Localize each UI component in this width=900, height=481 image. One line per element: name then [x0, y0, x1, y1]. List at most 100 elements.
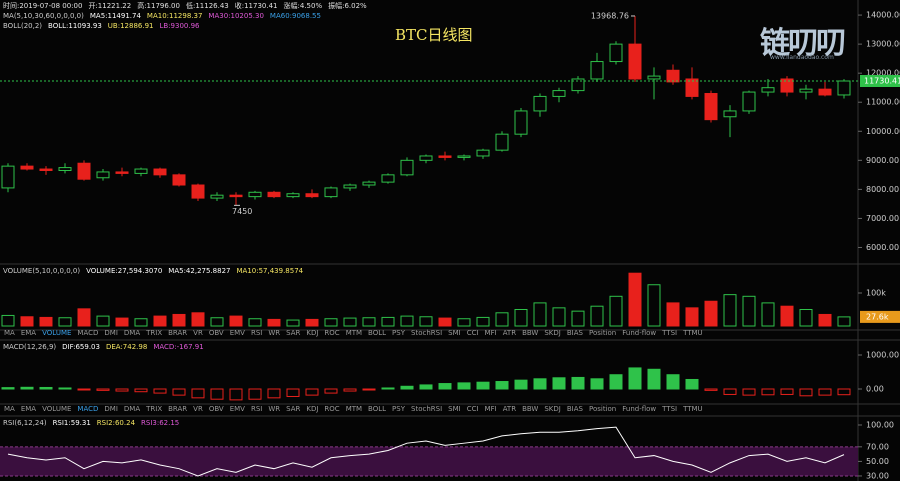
candle-body [476, 149, 490, 157]
indicator-tab[interactable]: StochRSI [411, 329, 443, 337]
legend-entry: RSI1:59.31 [52, 419, 91, 427]
indicator-tab[interactable]: TTMU [683, 405, 703, 413]
indicator-tab[interactable]: SKDJ [544, 329, 561, 337]
candle-body [39, 168, 53, 171]
logo-url: www.liandaodao.com [770, 54, 834, 61]
indicator-tab[interactable]: EMA [20, 405, 37, 413]
bar [742, 388, 756, 396]
indicator-tab[interactable]: MACD [77, 329, 99, 337]
header-field: 开:11221.22 [88, 2, 132, 10]
bar [704, 388, 718, 391]
indicator-tab[interactable]: BRAR [168, 405, 188, 413]
bar [571, 310, 585, 327]
indicator-tab[interactable]: CCI [466, 405, 479, 413]
legend-entry: BOLL:11093.93 [48, 22, 102, 30]
indicator-tab[interactable]: MFI [484, 329, 497, 337]
legend-entry: MA(5,10,30,60,0,0,0,0) [3, 12, 84, 20]
legend-entry: MA5:11491.74 [89, 12, 141, 20]
bar [780, 305, 794, 327]
indicator-tab[interactable]: BIAS [566, 329, 583, 337]
indicator-legend: VOLUME(5,10,0,0,0,0) VOLUME:27,594.3070 MA… [3, 266, 303, 276]
bar [58, 317, 72, 327]
indicator-tab[interactable]: OBV [208, 329, 224, 337]
bar [438, 383, 452, 390]
indicator-tab[interactable]: MA [4, 329, 15, 337]
indicator-tab[interactable]: VR [193, 405, 203, 413]
indicator-tab[interactable]: DMI [104, 405, 118, 413]
bar [628, 367, 642, 390]
indicator-tab[interactable]: PSY [392, 329, 405, 337]
indicator-tab[interactable]: TRIX [146, 405, 163, 413]
indicator-legend: RSI(6,12,24) RSI1:59.31 RSI2:60.24 RSI3:62.… [3, 418, 179, 428]
indicator-tab[interactable]: Position [588, 329, 617, 337]
indicator-tab[interactable]: DMI [104, 329, 118, 337]
indicator-tab[interactable]: DMA [123, 329, 141, 337]
candle-body [134, 168, 148, 174]
bar [400, 385, 414, 390]
candle-body [818, 88, 832, 96]
indicator-tab[interactable]: ATR [502, 329, 517, 337]
indicator-tab[interactable]: BBW [522, 329, 539, 337]
indicator-tab[interactable]: RSI [250, 405, 263, 413]
bar [172, 313, 186, 327]
y-tick-label: 70.00 [866, 442, 889, 451]
bar [305, 388, 319, 396]
indicator-tab[interactable]: DMA [123, 405, 141, 413]
indicator-tab[interactable]: ROC [324, 329, 340, 337]
candle-body [742, 91, 756, 112]
legend-entry: MA10:11298.37 [146, 12, 203, 20]
indicator-tab[interactable]: VOLUME [42, 405, 72, 413]
indicator-tab[interactable]: MACD [77, 405, 99, 413]
indicator-tab[interactable]: KDJ [306, 405, 319, 413]
bar [1, 387, 15, 390]
indicator-tab[interactable]: TTSI [662, 329, 678, 337]
indicator-tab[interactable]: CCI [466, 329, 479, 337]
indicator-tab[interactable]: VOLUME [42, 329, 72, 337]
bar [96, 315, 110, 327]
indicator-tab[interactable]: MTM [345, 329, 363, 337]
indicator-tab[interactable]: EMV [229, 405, 245, 413]
indicator-tab[interactable]: BBW [522, 405, 539, 413]
indicator-tab[interactable]: Fund-flow [622, 329, 657, 337]
legend-entry: RSI3:62.15 [141, 419, 180, 427]
legend-entry: VOLUME:27,594.3070 [86, 267, 163, 275]
indicator-tab[interactable]: BOLL [368, 329, 387, 337]
indicator-tab[interactable]: BRAR [168, 329, 188, 337]
indicator-tab[interactable]: MA [4, 405, 15, 413]
indicator-tab[interactable]: WR [268, 329, 281, 337]
indicator-tab[interactable]: Fund-flow [622, 405, 657, 413]
bar [495, 381, 509, 390]
header-field: 收:11730.41 [234, 2, 278, 10]
indicator-tab[interactable]: VR [193, 329, 203, 337]
indicator-tab[interactable]: SMI [448, 405, 461, 413]
indicator-tab[interactable]: OBV [208, 405, 224, 413]
indicator-tab[interactable]: TTMU [683, 329, 703, 337]
indicator-tab[interactable]: Position [588, 405, 617, 413]
indicator-tab[interactable]: WR [268, 405, 281, 413]
candle-body [723, 110, 737, 118]
indicator-tab[interactable]: MFI [484, 405, 497, 413]
indicator-tab[interactable]: StochRSI [411, 405, 443, 413]
indicator-tab[interactable]: EMA [20, 329, 37, 337]
indicator-tab[interactable]: BOLL [368, 405, 387, 413]
indicator-tab[interactable]: BIAS [566, 405, 583, 413]
indicator-tab[interactable]: KDJ [306, 329, 319, 337]
bar [647, 368, 661, 390]
indicator-tab[interactable]: RSI [250, 329, 263, 337]
bar [628, 272, 642, 327]
indicator-tab[interactable]: SMI [448, 329, 461, 337]
indicator-tab[interactable]: ATR [502, 405, 517, 413]
bar [438, 317, 452, 327]
candle-body [609, 43, 623, 63]
bar [837, 388, 851, 396]
indicator-tab[interactable]: TRIX [146, 329, 163, 337]
indicator-tab[interactable]: ROC [324, 405, 340, 413]
indicator-tab[interactable]: PSY [392, 405, 405, 413]
indicator-tab[interactable]: EMV [229, 329, 245, 337]
indicator-tab[interactable]: SAR [286, 405, 301, 413]
indicator-tab[interactable]: SKDJ [544, 405, 561, 413]
indicator-tab[interactable]: TTSI [662, 405, 678, 413]
indicator-tab[interactable]: SAR [286, 329, 301, 337]
indicator-tab[interactable]: MTM [345, 405, 363, 413]
